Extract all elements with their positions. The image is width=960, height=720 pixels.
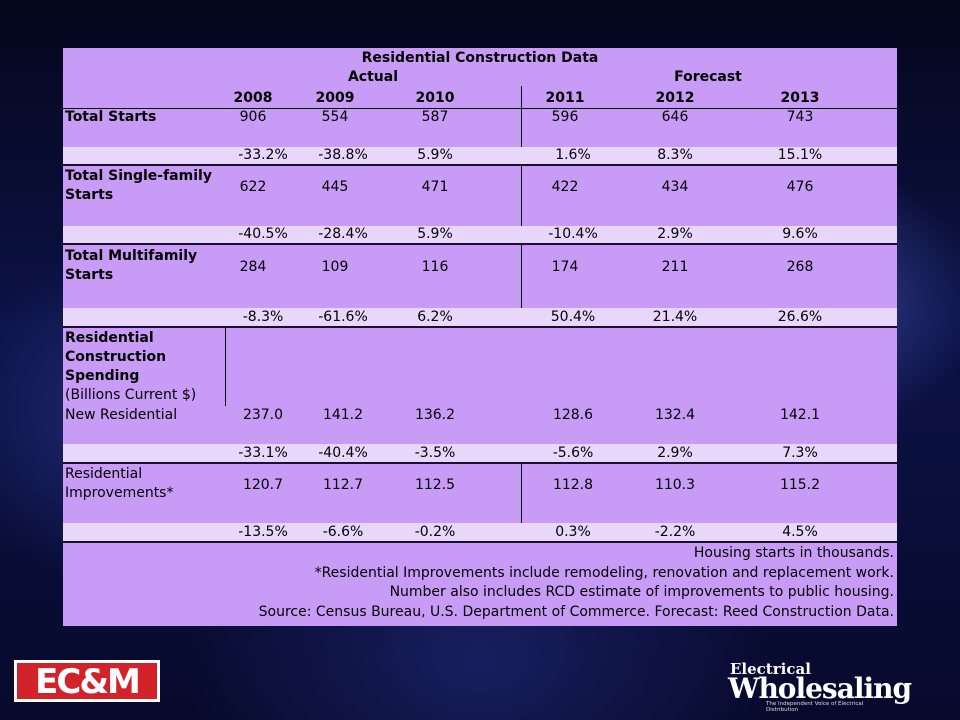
pct-change-row: -40.5% -28.4% 5.9% -10.4% 2.9% 9.6% bbox=[63, 226, 897, 245]
year-header: 2008 bbox=[233, 90, 273, 106]
table-cell: 445 bbox=[321, 179, 349, 195]
year-header: 2012 bbox=[655, 90, 695, 106]
table-cell: 115.2 bbox=[779, 477, 821, 493]
row-label-new-residential: New Residential bbox=[65, 407, 178, 423]
table-cell: 142.1 bbox=[779, 407, 821, 423]
row-label-multifamily: Total Multifamily Starts bbox=[65, 248, 198, 283]
table-cell: 50.4% bbox=[550, 309, 596, 325]
row-label-improvements: Residential Improvements* bbox=[65, 466, 174, 501]
table-cell: -13.5% bbox=[238, 524, 288, 540]
table-cell: 622 bbox=[239, 179, 267, 195]
footnote: Source: Census Bureau, U.S. Department o… bbox=[258, 603, 894, 620]
table-cell: 6.2% bbox=[417, 309, 453, 325]
footnote: Housing starts in thousands. bbox=[693, 545, 894, 561]
table-cell: -38.8% bbox=[318, 147, 368, 163]
table-cell: 284 bbox=[239, 259, 267, 275]
table-cell: 8.3% bbox=[657, 147, 693, 163]
table-cell: 596 bbox=[551, 109, 579, 125]
footnote: *Residential Improvements include remode… bbox=[314, 564, 894, 581]
table-cell: -10.4% bbox=[548, 226, 598, 242]
table-cell: 0.3% bbox=[555, 524, 591, 540]
table-cell: 141.2 bbox=[322, 407, 364, 423]
table-cell: 554 bbox=[321, 109, 349, 125]
table-cell: -33.1% bbox=[238, 445, 288, 461]
table-cell: 237.0 bbox=[242, 407, 284, 423]
table-cell: 128.6 bbox=[552, 407, 594, 423]
forecast-divider bbox=[521, 86, 522, 308]
pct-change-row: -33.2% -38.8% 5.9% 1.6% 8.3% 15.1% bbox=[63, 147, 897, 166]
table-cell: 132.4 bbox=[654, 407, 696, 423]
logo-tagline: The Independent Voice of Electrical Dist… bbox=[766, 701, 864, 713]
forecast-group-header: Forecast bbox=[674, 69, 742, 85]
table-cell: 26.6% bbox=[777, 309, 823, 325]
row-label-single-family: Total Single-family Starts bbox=[65, 168, 212, 203]
pct-change-row: -8.3% -61.6% 6.2% 50.4% 21.4% 26.6% bbox=[63, 308, 897, 328]
table-cell: -8.3% bbox=[242, 309, 284, 325]
ecm-logo: EC&M bbox=[14, 660, 160, 702]
row-label-total-starts: Total Starts bbox=[65, 109, 157, 125]
table-cell: 906 bbox=[239, 109, 267, 125]
table-cell: 5.9% bbox=[417, 147, 453, 163]
table-cell: 1.6% bbox=[555, 147, 591, 163]
table-cell: 116 bbox=[421, 259, 449, 275]
table-cell: -40.5% bbox=[238, 226, 288, 242]
table-cell: -33.2% bbox=[238, 147, 288, 163]
table-cell: 434 bbox=[661, 179, 689, 195]
table-cell: 15.1% bbox=[777, 147, 823, 163]
table-cell: 21.4% bbox=[652, 309, 698, 325]
actual-group-header: Actual bbox=[347, 69, 399, 85]
table-cell: -0.2% bbox=[414, 524, 456, 540]
table-cell: -40.4% bbox=[318, 445, 368, 461]
table-title: Residential Construction Data bbox=[361, 50, 599, 66]
table-cell: 120.7 bbox=[242, 477, 284, 493]
table-cell: 112.5 bbox=[414, 477, 456, 493]
table-cell: 112.8 bbox=[552, 477, 594, 493]
logo-text-main: Wholesaling bbox=[728, 672, 912, 705]
year-header: 2011 bbox=[545, 90, 585, 106]
pct-change-row: -33.1% -40.4% -3.5% -5.6% 2.9% 7.3% bbox=[63, 444, 897, 464]
table-cell: 211 bbox=[661, 259, 689, 275]
table-cell: 646 bbox=[661, 109, 689, 125]
logo-text-top: Electrical bbox=[730, 660, 811, 678]
data-table: Residential Construction Data Actual For… bbox=[63, 48, 897, 626]
table-cell: 2.9% bbox=[657, 445, 693, 461]
table-cell: -5.6% bbox=[552, 445, 594, 461]
spending-unit-label: (Billions Current $) bbox=[65, 387, 197, 403]
table-cell: 7.3% bbox=[782, 445, 818, 461]
table-cell: 112.7 bbox=[322, 477, 364, 493]
table-cell: -61.6% bbox=[318, 309, 368, 325]
footnotes: Housing starts in thousands. *Residentia… bbox=[259, 544, 894, 622]
table-cell: 743 bbox=[786, 109, 814, 125]
table-cell: 422 bbox=[551, 179, 579, 195]
table-cell: -28.4% bbox=[318, 226, 368, 242]
table-cell: 136.2 bbox=[414, 407, 456, 423]
table-cell: 268 bbox=[786, 259, 814, 275]
table-cell: 9.6% bbox=[782, 226, 818, 242]
table-cell: -2.2% bbox=[654, 524, 696, 540]
table-cell: -6.6% bbox=[322, 524, 364, 540]
table-cell: 587 bbox=[421, 109, 449, 125]
table-cell: 5.9% bbox=[417, 226, 453, 242]
year-header: 2009 bbox=[315, 90, 355, 106]
year-header: 2010 bbox=[415, 90, 455, 106]
table-cell: 4.5% bbox=[782, 524, 818, 540]
table-cell: 174 bbox=[551, 259, 579, 275]
year-header-row: 2008 2009 2010 2011 2012 2013 bbox=[63, 86, 897, 109]
spending-divider bbox=[225, 328, 226, 406]
forecast-divider bbox=[521, 464, 522, 526]
electrical-wholesaling-logo: Electrical Wholesaling The Independent V… bbox=[728, 660, 912, 713]
table-cell: 109 bbox=[321, 259, 349, 275]
spending-section-header: Residential Construction Spending bbox=[65, 330, 167, 384]
pct-change-row: -13.5% -6.6% -0.2% 0.3% -2.2% 4.5% bbox=[63, 523, 897, 543]
table-cell: 110.3 bbox=[654, 477, 696, 493]
footnote: Number also includes RCD estimate of imp… bbox=[389, 584, 894, 600]
table-cell: 2.9% bbox=[657, 226, 693, 242]
table-cell: -3.5% bbox=[414, 445, 456, 461]
year-header: 2013 bbox=[780, 90, 820, 106]
table-cell: 476 bbox=[786, 179, 814, 195]
table-cell: 471 bbox=[421, 179, 449, 195]
